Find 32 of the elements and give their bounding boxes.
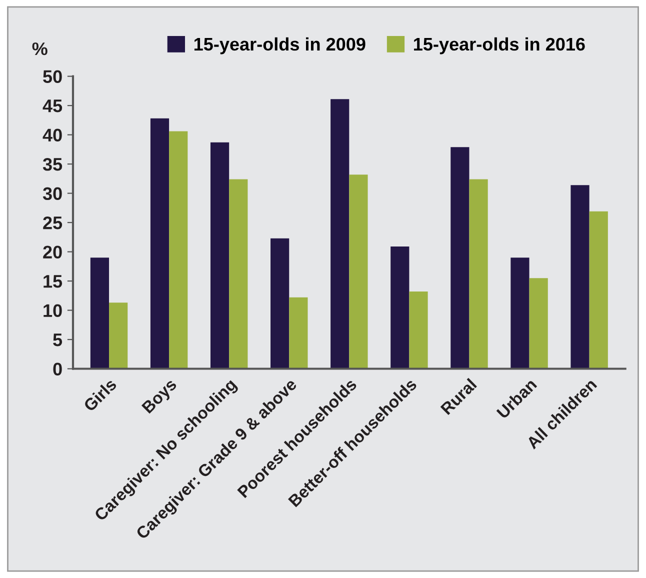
- y-axis-title: %: [32, 42, 48, 56]
- bar: [529, 278, 548, 369]
- bar: [450, 147, 470, 369]
- bar: [169, 131, 188, 369]
- legend-label: 15-year-olds in 2016: [414, 37, 585, 54]
- bar: [90, 258, 110, 369]
- y-tick-label: 40: [42, 128, 62, 142]
- y-tick-label: 45: [42, 100, 62, 112]
- bar: [390, 246, 410, 369]
- bar: [589, 211, 608, 369]
- y-tick-label: 0: [53, 362, 62, 376]
- bar: [210, 142, 230, 369]
- bar: [289, 297, 308, 369]
- bar: [349, 174, 368, 369]
- y-tick-label: 5: [53, 334, 62, 346]
- legend-label: 15-year-olds in 2009: [194, 37, 366, 54]
- y-tick-label: 50: [43, 70, 62, 84]
- y-tick-label: 10: [44, 304, 62, 317]
- bar: [150, 118, 170, 369]
- bar: [330, 99, 350, 369]
- y-tick-label: 25: [43, 216, 62, 230]
- y-tick-label: 15: [44, 275, 62, 288]
- bar: [229, 179, 248, 369]
- y-tick-label: 30: [42, 187, 62, 200]
- bar: [510, 258, 530, 369]
- bar: [409, 292, 428, 369]
- y-tick-label: 35: [42, 158, 62, 171]
- bar: [469, 179, 488, 369]
- bar: [109, 302, 128, 369]
- y-tick-label: 20: [43, 246, 62, 258]
- bar: [570, 185, 590, 369]
- bar: [270, 238, 290, 369]
